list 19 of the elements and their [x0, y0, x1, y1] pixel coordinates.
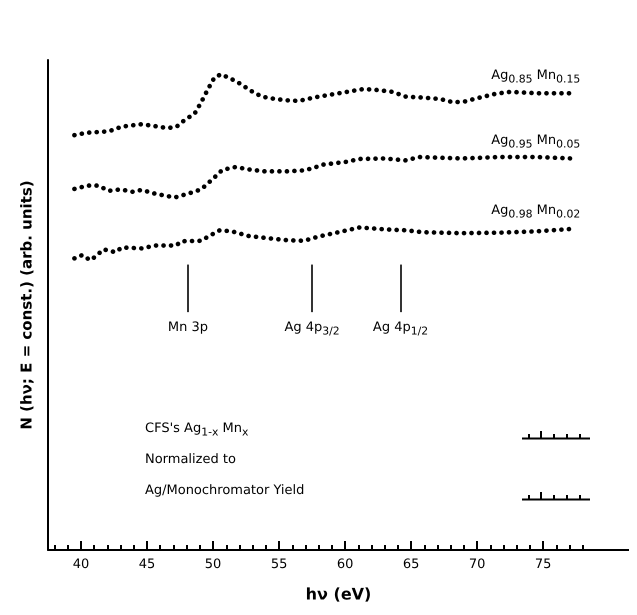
series-label: Ag$_{0.85}$ Mn$_{0.15}$ [491, 68, 580, 88]
annotation: CFS's Ag$_{1-x}$ Mn$_{x}$ [145, 421, 248, 441]
x-axis-title: hν (eV) [306, 584, 372, 604]
x-tick-label: 45 [138, 557, 156, 572]
y-axis-title: N (hν; E = const.) (arb. units) [18, 180, 36, 430]
x-tick-label: 70 [468, 557, 486, 572]
ref-line-label: Ag 4p$_{3/2}$ [284, 320, 340, 340]
x-tick-label: 60 [336, 557, 354, 572]
annotation: Ag/Monochromator Yield [145, 483, 304, 499]
x-tick-label: 65 [402, 557, 420, 572]
series-label: Ag$_{0.98}$ Mn$_{0.02}$ [491, 203, 580, 223]
x-tick-label: 40 [72, 557, 90, 572]
series-label: Ag$_{0.95}$ Mn$_{0.05}$ [491, 132, 580, 152]
annotation: Normalized to [145, 452, 236, 468]
ref-line-label: Ag 4p$_{1/2}$ [372, 320, 428, 340]
x-tick-label: 75 [534, 557, 552, 572]
x-tick-label: 55 [270, 557, 288, 572]
x-tick-label: 50 [204, 557, 222, 572]
ref-line-label: Mn 3p [168, 320, 208, 336]
